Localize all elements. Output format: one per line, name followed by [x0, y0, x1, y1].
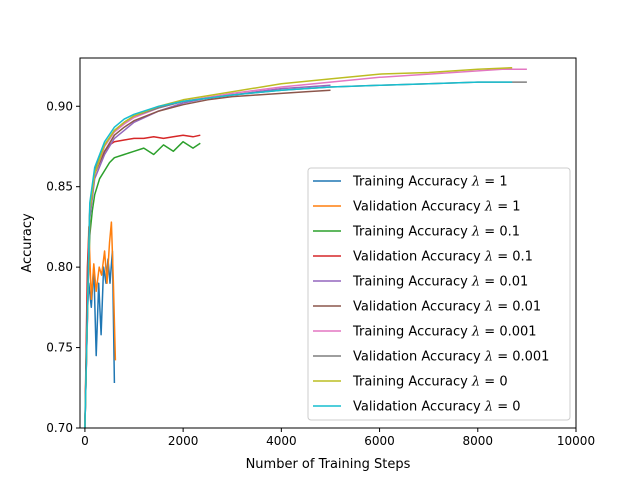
legend-entry-label: Training Accuracy λ = 0: [352, 375, 508, 390]
legend-entry-text: Training Accuracy: [352, 175, 472, 190]
legend-lambda-symbol: λ: [471, 225, 480, 240]
legend-entry-text: Validation Accuracy: [353, 200, 485, 215]
legend-entry-text: Validation Accuracy: [353, 400, 485, 415]
legend-entry-label: Training Accuracy λ = 0.001: [352, 325, 537, 340]
series-line-0: [84, 250, 116, 428]
y-tick-label: 0.85: [46, 180, 73, 194]
series-line-2: [84, 140, 201, 428]
legend-lambda-symbol: λ: [484, 300, 493, 315]
legend-lambda-symbol: λ: [471, 325, 480, 340]
series-line-8: [84, 66, 513, 428]
legend-lambda-value: = 0.001: [493, 350, 549, 365]
x-axis: 0 2000 4000 6000 8000 10000: [81, 428, 595, 448]
x-tick-label: 2000: [168, 434, 199, 448]
legend-entry-label: Validation Accuracy λ = 1: [353, 200, 521, 215]
y-tick-label: 0.90: [46, 99, 73, 113]
x-tick-label: 10000: [557, 434, 595, 448]
legend-lambda-value: = 0.01: [480, 275, 528, 290]
legend-lambda-symbol: λ: [484, 400, 493, 415]
legend-lambda-symbol: λ: [471, 175, 480, 190]
legend-lambda-value: = 0.001: [480, 325, 536, 340]
legend-lambda-value: = 1: [480, 175, 507, 190]
legend-entry-label: Validation Accuracy λ = 0.001: [353, 350, 549, 365]
series-layer: [84, 66, 527, 428]
y-tick-label: 0.80: [46, 260, 73, 274]
x-tick-label: 0: [81, 434, 89, 448]
legend-entry-label: Validation Accuracy λ = 0.01: [353, 300, 541, 315]
y-axis-label: Accuracy: [20, 213, 35, 273]
legend-entry-text: Training Accuracy: [352, 375, 472, 390]
legend-lambda-value: = 0.1: [480, 225, 520, 240]
legend-entry-label: Validation Accuracy λ = 0.1: [353, 250, 533, 265]
legend-entry-text: Validation Accuracy: [353, 300, 485, 315]
legend-lambda-value: = 1: [493, 200, 520, 215]
legend-lambda-value: = 0.01: [493, 300, 541, 315]
legend-entry-label: Validation Accuracy λ = 0: [353, 400, 521, 415]
legend-entry-label: Training Accuracy λ = 0.1: [352, 225, 520, 240]
y-axis: 0.70 0.75 0.80 0.85 0.90: [46, 99, 80, 435]
legend-entry-text: Training Accuracy: [352, 225, 472, 240]
x-tick-label: 4000: [266, 434, 297, 448]
legend-lambda-value: = 0: [480, 375, 507, 390]
legend-lambda-value: = 0.1: [493, 250, 533, 265]
legend-lambda-symbol: λ: [471, 375, 480, 390]
legend-entry-text: Validation Accuracy: [353, 350, 485, 365]
legend-entry-text: Training Accuracy: [352, 275, 472, 290]
legend-entry-label: Training Accuracy λ = 0.01: [352, 275, 528, 290]
legend-lambda-symbol: λ: [484, 350, 493, 365]
x-tick-label: 6000: [364, 434, 395, 448]
legend-lambda-symbol: λ: [484, 200, 493, 215]
x-axis-label: Number of Training Steps: [246, 457, 411, 472]
series-line-9: [84, 81, 513, 428]
x-tick-label: 8000: [463, 434, 494, 448]
legend-frame: [307, 167, 571, 421]
y-tick-label: 0.75: [46, 341, 73, 355]
legend-entry-label: Training Accuracy λ = 1: [352, 175, 508, 190]
legend-lambda-value: = 0: [493, 400, 520, 415]
legend-entry-text: Training Accuracy: [352, 325, 472, 340]
legend-lambda-symbol: λ: [484, 250, 493, 265]
y-tick-label: 0.70: [46, 421, 73, 435]
legend-lambda-symbol: λ: [471, 275, 480, 290]
plot-frame: [79, 57, 577, 429]
legend-entry-text: Validation Accuracy: [353, 250, 485, 265]
